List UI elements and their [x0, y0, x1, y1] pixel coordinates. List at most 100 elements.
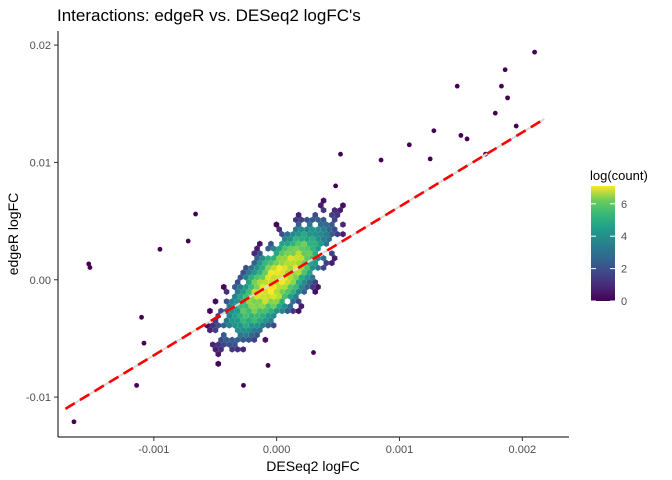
hexbin-cell: [284, 259, 291, 267]
outlier-point: [427, 156, 433, 162]
hexbin-cell: [331, 207, 338, 214]
hexbin-cell: [254, 245, 260, 252]
hexbin-cell: [273, 298, 280, 305]
hexbin-cell: [287, 245, 294, 252]
hexbin-cell: [240, 288, 246, 295]
hexbin-cell: [320, 216, 327, 223]
hexbin-cell: [251, 317, 258, 324]
outlier-point: [454, 83, 460, 89]
hexbin-cell: [254, 283, 260, 291]
hexbin-cell: [234, 279, 241, 286]
hexbin-cell: [312, 288, 319, 295]
hexbin-cell: [293, 274, 299, 281]
hexbin-cell: [273, 288, 280, 295]
x-axis-ticks: -0.001 0.000 0.001 0.002: [138, 437, 536, 456]
hexbin-cell: [290, 250, 296, 257]
y-axis-ticks: -0.01 0.00 0.01 0.02: [26, 40, 58, 404]
hexbin-cell: [290, 307, 296, 315]
hexbin-cell: [315, 283, 321, 291]
y-tick-label: 0.01: [30, 157, 51, 169]
legend-ticks: 0 2 4 6: [591, 199, 627, 308]
hexbin-cell: [209, 341, 216, 348]
hexbin-cell: [334, 211, 341, 219]
hexbin-cell: [315, 264, 321, 271]
hexbin-cell: [254, 264, 260, 271]
hexbin-cell: [281, 303, 288, 310]
hexbin-cell: [265, 312, 271, 319]
hexbin-cell: [248, 331, 255, 339]
hexbin-cell: [262, 307, 269, 315]
hexbin-cell: [301, 269, 307, 276]
outlier-point: [505, 95, 510, 101]
hexbin-cell: [234, 336, 241, 343]
hexbin-cell: [318, 231, 324, 238]
hexbin-cell: [320, 235, 327, 243]
hexbin-cell: [279, 298, 285, 305]
outlier-point: [502, 67, 508, 73]
hexbin-cell: [295, 221, 302, 228]
hexbin-cell: [279, 279, 285, 286]
hexbin-cell: [240, 317, 246, 324]
hexbin-cell: [245, 336, 252, 343]
hexbin-cell: [245, 288, 252, 295]
hexbin-cell: [290, 259, 296, 267]
hexbin-cell: [223, 298, 230, 305]
hexbin-cell: [293, 216, 299, 223]
hexbin-cell: [293, 226, 299, 233]
hexbin-cell: [248, 322, 255, 329]
hexbin-cell: [312, 279, 319, 286]
hexbin-cell: [265, 255, 271, 262]
hexbin-cell: [318, 221, 324, 228]
hexbin-cell: [284, 231, 291, 238]
hexbin-cell: [221, 341, 227, 348]
hexbin-cell: [268, 269, 274, 276]
hexbin-cell: [329, 250, 335, 257]
hexbin-cell: [226, 322, 233, 329]
hexbin-cell: [218, 307, 224, 315]
hexbin-cell: [254, 322, 260, 329]
outlier-point: [193, 211, 198, 217]
hexbin-cell: [309, 274, 316, 281]
hexbin-cell: [265, 274, 271, 281]
hexbin-cell: [229, 336, 235, 343]
hexbin-cell: [281, 255, 288, 262]
hexbin-cell: [259, 312, 266, 319]
hexbin-cell: [248, 312, 255, 319]
hexbin-cell: [309, 245, 316, 252]
hexbin-cell: [270, 274, 277, 281]
hexbin-cell: [315, 235, 321, 243]
hexbin-cell: [331, 226, 338, 233]
hexbin-cell: [306, 250, 313, 257]
hexbin-cell: [298, 216, 305, 223]
hexbin-cell: [312, 211, 319, 219]
legend-tick-label: 4: [621, 231, 627, 243]
hexbin-cell: [304, 235, 310, 243]
hexbin-cell: [306, 240, 313, 247]
hexbin-cell: [309, 216, 316, 223]
hexbin-cell: [234, 317, 241, 324]
y-tick-label: -0.01: [26, 392, 51, 404]
hexbin-cell: [207, 327, 213, 334]
hexbin-cell: [251, 259, 258, 267]
hexbin-cell: [257, 307, 263, 315]
hexbin-cell: [295, 259, 302, 267]
hexbin-cell: [229, 346, 235, 353]
hexbin-cell: [270, 293, 277, 300]
hexbin-cell: [337, 207, 343, 214]
hexbin-cell: [298, 226, 305, 233]
hexbin-cell: [284, 240, 291, 247]
hexbin-cell: [243, 322, 249, 329]
hexbin-cell: [262, 259, 269, 267]
hexbin-cell: [254, 303, 260, 310]
outlier-point: [311, 350, 316, 355]
hexbin-cell: [329, 231, 335, 238]
hexbin-cell: [257, 298, 263, 305]
hexbin-cell: [223, 336, 230, 343]
hexbin-cell: [218, 346, 224, 353]
hexbin-cell: [259, 255, 266, 262]
outlier-point: [265, 363, 271, 368]
hexbin-cell: [281, 264, 288, 271]
hexbin-cell: [262, 317, 269, 324]
hexbin-cell: [293, 293, 299, 300]
hexbin-cell: [270, 303, 277, 310]
